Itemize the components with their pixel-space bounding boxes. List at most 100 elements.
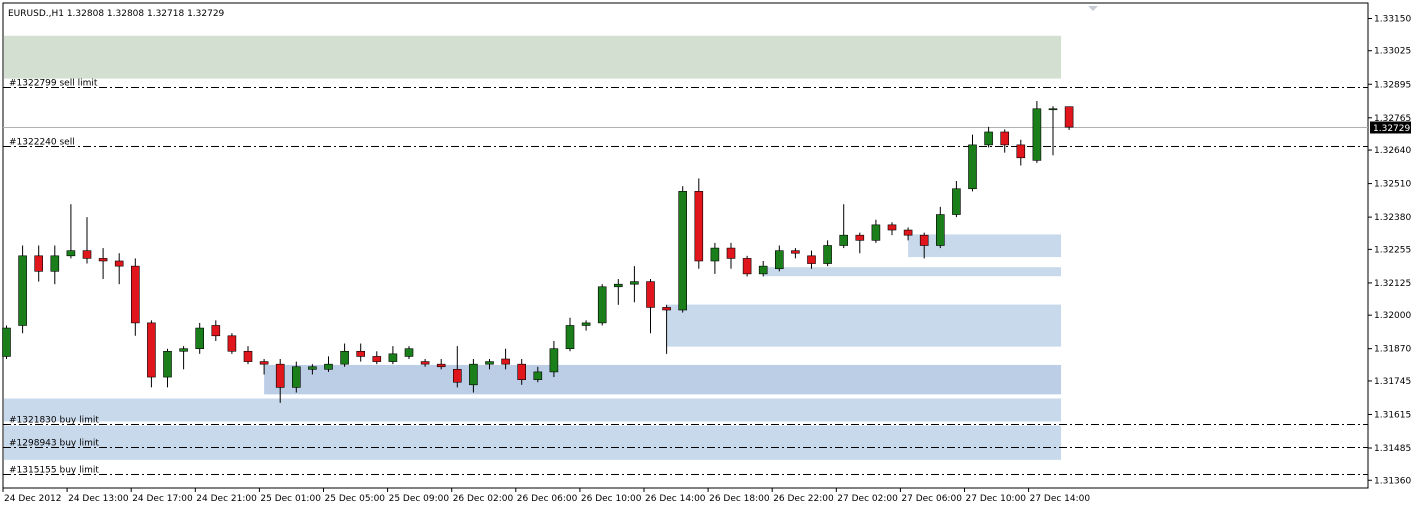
y-tick-label: 1.32510 — [1374, 180, 1411, 190]
bear-candle — [275, 363, 285, 388]
current-price-label: 1.32729 — [1373, 124, 1410, 134]
bear-candle — [903, 229, 913, 236]
x-tick-label: 25 Dec 09:00 — [389, 494, 450, 504]
bear-candle — [855, 234, 865, 241]
bull-candle — [1048, 108, 1058, 111]
bull-candle — [469, 363, 478, 386]
x-tick-label: 26 Dec 06:00 — [517, 494, 578, 504]
x-tick-label: 27 Dec 10:00 — [966, 494, 1027, 504]
y-tick-label: 1.31870 — [1374, 345, 1411, 355]
bear-candle — [726, 247, 736, 259]
bear-candle — [919, 234, 929, 246]
y-tick-label: 1.31615 — [1374, 410, 1411, 420]
bull-candle — [871, 224, 881, 241]
bear-candle — [147, 322, 156, 378]
y-tick-label: 1.31360 — [1374, 476, 1411, 486]
bear-candle — [452, 369, 462, 383]
scroll-marker-icon[interactable] — [1088, 6, 1098, 11]
x-tick-label: 26 Dec 10:00 — [581, 494, 642, 504]
y-tick-label: 1.33150 — [1374, 14, 1411, 24]
bear-candle — [1000, 131, 1010, 146]
bull-candle — [18, 255, 27, 326]
bull-candle — [340, 350, 349, 365]
bear-candle — [1016, 144, 1026, 159]
order-label: #1321830 buy limit — [9, 416, 99, 426]
bear-candle — [372, 356, 382, 362]
x-tick-label: 26 Dec 18:00 — [709, 494, 770, 504]
y-tick-label: 1.31485 — [1374, 444, 1411, 454]
bull-candle — [710, 247, 720, 262]
sell-zone — [4, 35, 1062, 79]
bull-candle — [324, 363, 333, 370]
bear-candle — [259, 361, 269, 365]
bear-candle — [646, 281, 655, 308]
bull-candle — [66, 250, 76, 257]
bear-candle — [227, 335, 237, 352]
bear-candle — [662, 307, 671, 311]
buy-zone — [4, 425, 1062, 460]
bear-candle — [436, 363, 446, 368]
x-tick-label: 24 Dec 21:00 — [196, 494, 257, 504]
bear-candle — [501, 358, 510, 365]
zones-layer — [4, 35, 1062, 460]
chart-header: EURUSD.,H1 1.32808 1.32808 1.32718 1.327… — [8, 9, 225, 19]
bear-candle — [34, 255, 44, 272]
current-price-layer: 1.32729 — [3, 121, 1411, 134]
bear-candle — [98, 258, 108, 262]
x-tick-label: 25 Dec 01:00 — [260, 494, 321, 504]
x-tick-label: 25 Dec 05:00 — [325, 494, 386, 504]
bull-candle — [823, 245, 832, 264]
bear-candle — [742, 258, 752, 275]
bull-candle — [50, 255, 60, 272]
y-tick-label: 1.32380 — [1374, 213, 1411, 223]
x-tick-label: 26 Dec 22:00 — [773, 494, 834, 504]
buy-zone — [908, 234, 1062, 258]
bull-candle — [774, 250, 784, 270]
bull-candle — [195, 327, 204, 349]
y-tick-label: 1.32640 — [1374, 146, 1411, 156]
orders-layer: #1322799 sell limit #1322240 sell #1321830… — [3, 79, 1368, 476]
y-tick-label: 1.32765 — [1374, 114, 1411, 124]
y-tick-label: 1.33025 — [1374, 47, 1411, 57]
bear-candle — [791, 250, 800, 254]
bull-candle — [308, 366, 317, 370]
bull-candle — [404, 348, 414, 357]
bear-candle — [114, 260, 124, 267]
bear-candle — [694, 191, 704, 262]
bull-candle — [758, 265, 768, 275]
bear-candle — [887, 224, 897, 231]
order-label: #1298943 buy limit — [9, 439, 99, 449]
bull-candle — [597, 286, 607, 324]
bear-candle — [1064, 106, 1074, 128]
buy-zone — [763, 267, 1062, 277]
bull-candle — [2, 327, 11, 357]
x-tick-label: 27 Dec 06:00 — [901, 494, 962, 504]
y-tick-label: 1.31745 — [1374, 377, 1411, 387]
order-label: #1315155 buy limit — [9, 466, 99, 476]
bear-candle — [243, 350, 253, 362]
x-tick-label: 27 Dec 14:00 — [1030, 494, 1091, 504]
bull-candle — [630, 281, 639, 285]
bull-candle — [485, 361, 494, 365]
x-tick-label: 24 Dec 13:00 — [68, 494, 129, 504]
bull-candle — [533, 371, 543, 380]
bear-candle — [420, 361, 430, 365]
bull-candle — [291, 366, 301, 388]
bull-candle — [565, 325, 575, 349]
y-tick-label: 1.32895 — [1374, 80, 1411, 90]
bull-candle — [839, 234, 849, 246]
x-tick-label: 26 Dec 02:00 — [453, 494, 514, 504]
bull-candle — [388, 353, 398, 362]
bear-candle — [82, 250, 92, 259]
bull-candle — [952, 188, 961, 215]
x-tick-label: 24 Dec 2012 — [4, 494, 62, 504]
axes-layer: 1.31360 1.31485 1.31615 1.31745 1.31870 1.320… — [2, 14, 1411, 504]
bull-candle — [613, 283, 623, 288]
bull-candle — [179, 348, 188, 352]
bull-candle — [678, 191, 688, 311]
bull-candle — [1032, 108, 1042, 161]
y-tick-label: 1.32255 — [1374, 245, 1411, 255]
order-label: #1322799 sell limit — [9, 79, 98, 89]
